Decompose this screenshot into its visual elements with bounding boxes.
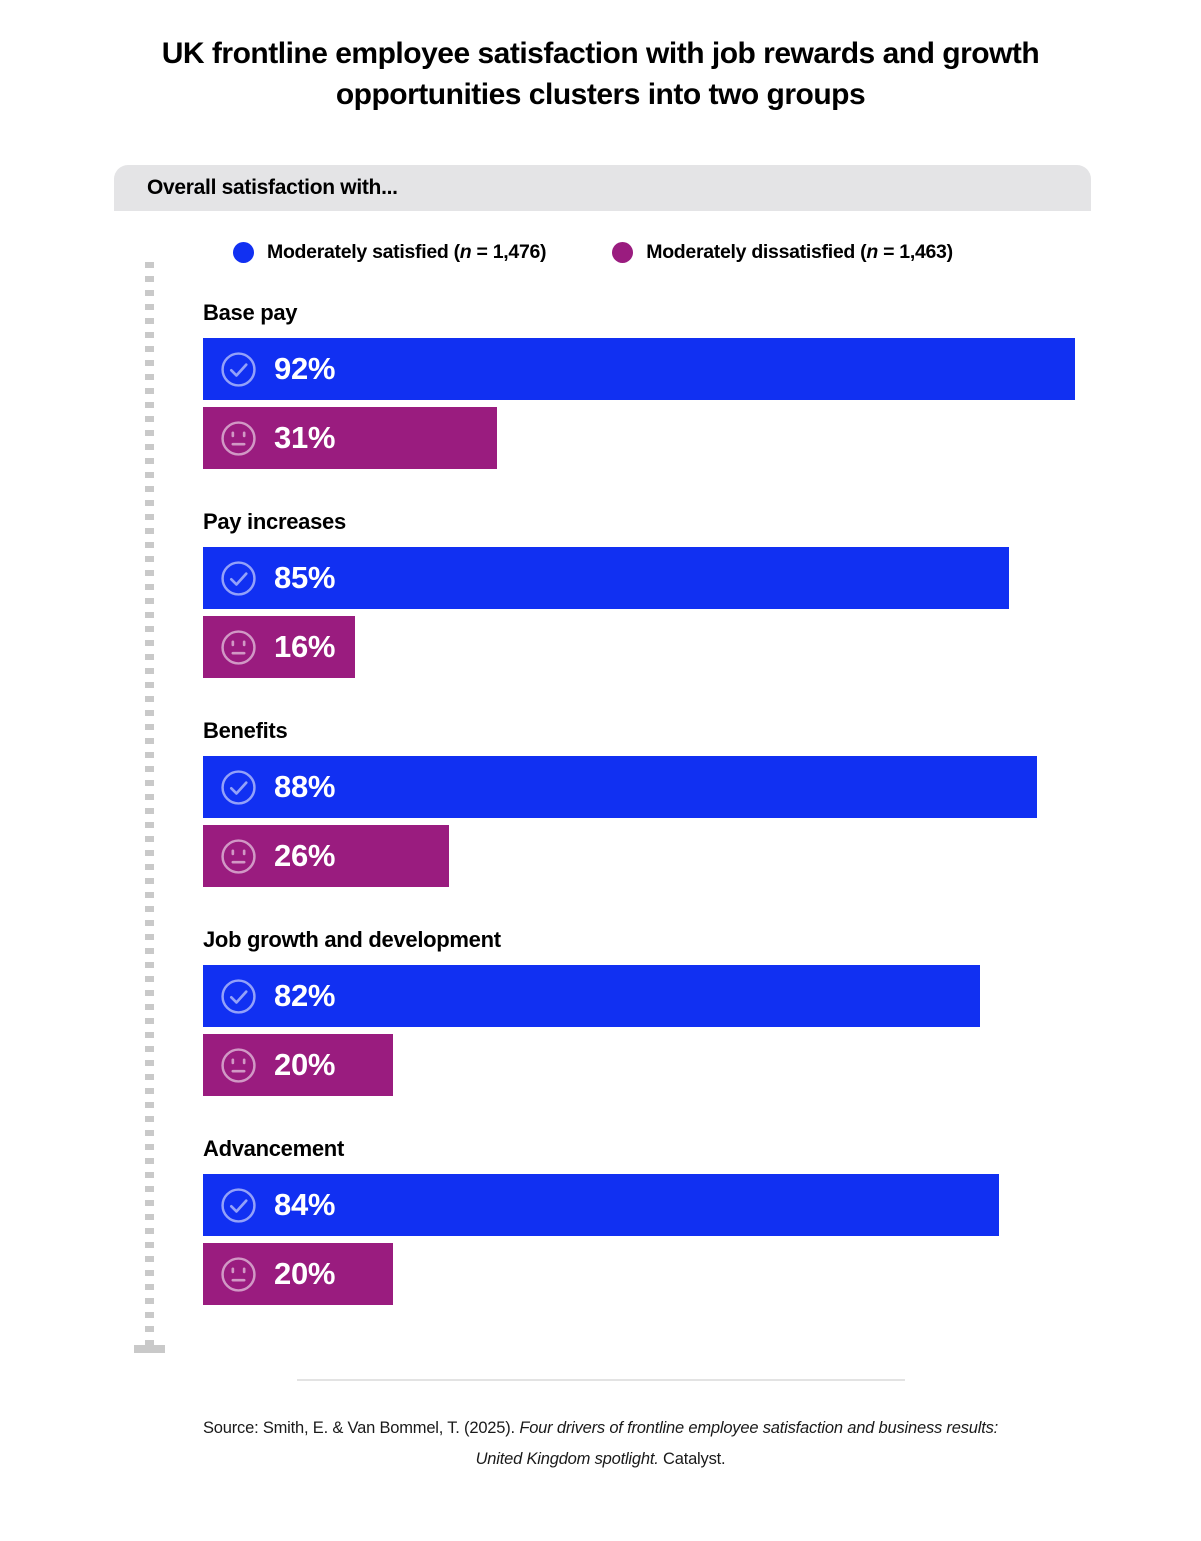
- legend-label-satisfied: Moderately satisfied (n = 1,476): [267, 241, 547, 264]
- legend-label-dissatisfied: Moderately dissatisfied (n = 1,463): [646, 241, 953, 264]
- dissatisfied-bar: 26%: [203, 825, 450, 887]
- legend-n-symbol: n: [459, 241, 472, 263]
- chart-title: UK frontline employee satisfaction with …: [61, 34, 1141, 115]
- neutral-face-icon: [220, 1256, 257, 1293]
- source-publisher: Catalyst.: [658, 1449, 726, 1468]
- neutral-face-icon: [220, 629, 257, 666]
- legend-item-dissatisfied: Moderately dissatisfied (n = 1,463): [612, 241, 953, 264]
- satisfied-value: 88%: [274, 769, 336, 804]
- satisfied-bar: 82%: [203, 965, 981, 1027]
- check-circle-icon: [220, 560, 257, 597]
- dissatisfied-value: 31%: [274, 420, 336, 455]
- legend-n-symbol: n: [866, 241, 878, 263]
- legend-item-satisfied: Moderately satisfied (n = 1,476): [233, 241, 547, 264]
- legend-dot-satisfied: [233, 242, 254, 263]
- source-text: Source: Smith, E. & Van Bommel, T. (2025…: [202, 1419, 520, 1437]
- dotted-axis-line: [145, 262, 154, 1346]
- category-label: Base pay: [203, 300, 298, 325]
- satisfied-value: 85%: [274, 560, 336, 595]
- satisfied-bar: 92%: [203, 338, 1076, 400]
- satisfied-value: 82%: [274, 978, 336, 1013]
- category-label: Pay increases: [203, 509, 346, 534]
- chart-title-line-2: opportunities clusters into two groups: [335, 77, 866, 111]
- legend-text: = 1,463): [877, 241, 953, 263]
- category-label: Advancement: [203, 1136, 344, 1161]
- check-circle-icon: [220, 978, 257, 1015]
- legend-dot-dissatisfied: [612, 242, 634, 263]
- dissatisfied-bar: 16%: [203, 616, 355, 678]
- check-circle-icon: [220, 1187, 257, 1224]
- category-section-base-pay: Base pay 92% 31%: [203, 300, 1151, 469]
- satisfied-bar: 85%: [203, 547, 1009, 609]
- neutral-face-icon: [220, 838, 257, 875]
- dissatisfied-value: 20%: [274, 1047, 336, 1082]
- dissatisfied-bar: 31%: [203, 407, 497, 469]
- axis-end-cap: [134, 1345, 165, 1353]
- dissatisfied-value: 16%: [274, 629, 336, 664]
- neutral-face-icon: [220, 1047, 257, 1084]
- category-section-benefits: Benefits 88% 26%: [203, 718, 1151, 887]
- legend-text: Moderately satisfied (: [267, 241, 460, 263]
- category-label: Job growth and development: [203, 927, 501, 952]
- category-section-job-growth: Job growth and development 82% 20%: [203, 927, 1151, 1096]
- dissatisfied-value: 20%: [274, 1256, 336, 1291]
- satisfied-bar: 88%: [203, 756, 1038, 818]
- chart-area: Moderately satisfied (n = 1,476) Moderat…: [203, 241, 1151, 1305]
- chart-title-line-1: UK frontline employee satisfaction with …: [161, 37, 1040, 70]
- dissatisfied-value: 26%: [274, 838, 336, 873]
- source-title-italic: Four drivers of frontline employee satis…: [475, 1419, 999, 1468]
- satisfied-value: 92%: [274, 351, 336, 386]
- category-label: Benefits: [203, 718, 288, 743]
- dissatisfied-bar: 20%: [203, 1243, 393, 1305]
- legend: Moderately satisfied (n = 1,476) Moderat…: [233, 241, 1151, 264]
- source-citation: Source: Smith, E. & Van Bommel, T. (2025…: [191, 1413, 1011, 1474]
- dissatisfied-bar: 20%: [203, 1034, 393, 1096]
- check-circle-icon: [220, 769, 257, 806]
- satisfied-value: 84%: [274, 1187, 336, 1222]
- satisfied-bar: 84%: [203, 1174, 1000, 1236]
- category-section-pay-increases: Pay increases 85% 16%: [203, 509, 1151, 678]
- legend-text: = 1,476): [471, 241, 547, 263]
- check-circle-icon: [220, 351, 257, 388]
- footer-divider: [296, 1379, 905, 1381]
- legend-text: Moderately dissatisfied (: [646, 241, 867, 263]
- category-section-advancement: Advancement 84% 20%: [203, 1136, 1151, 1305]
- panel-header: Overall satisfaction with...: [114, 165, 1091, 211]
- neutral-face-icon: [220, 420, 257, 457]
